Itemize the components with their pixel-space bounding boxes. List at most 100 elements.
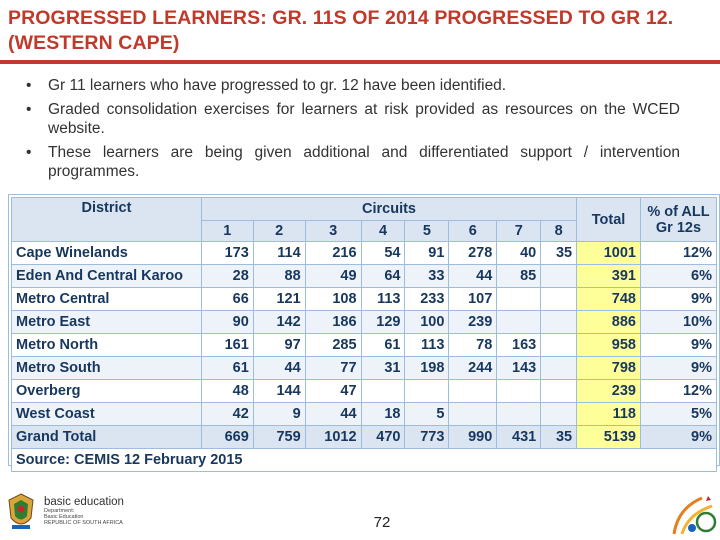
grand-pct-cell: 9% — [639, 425, 718, 449]
pct-header-line2: Gr 12s — [655, 219, 702, 236]
total-cell: 239 — [576, 379, 641, 403]
table-row: Cape Winelands 173 114 216 54 91 278 40 … — [11, 241, 718, 265]
circuit-cell — [540, 287, 578, 311]
circuit-cell: 88 — [252, 264, 306, 288]
anniversary-logo-icon — [672, 496, 717, 535]
grand-circuit-cell: 35 — [540, 425, 578, 449]
circuit-cell: 285 — [304, 333, 362, 357]
circuit-cell: 142 — [252, 310, 306, 334]
pct-cell: 12% — [639, 379, 718, 403]
circuit-number: 8 — [540, 220, 578, 242]
header-row: District Circuits Total % of ALL Gr 12s — [11, 197, 718, 242]
department-logo: basic education Department: Basic Educat… — [6, 492, 136, 536]
circuit-cell — [448, 379, 498, 403]
bullet-text: Graded consolidation exercises for learn… — [48, 101, 680, 137]
circuit-cell: 42 — [200, 402, 254, 426]
circuit-cell: 186 — [304, 310, 362, 334]
circuit-cell: 49 — [304, 264, 362, 288]
circuit-cell: 198 — [404, 356, 450, 380]
circuit-cell: 114 — [252, 241, 306, 265]
logo-main-text: basic education — [44, 496, 124, 508]
circuit-cell: 61 — [360, 333, 406, 357]
pct-cell: 12% — [639, 241, 718, 265]
grand-circuit-cell: 759 — [252, 425, 306, 449]
district-cell: Metro South — [11, 356, 202, 380]
circuit-cell: 64 — [360, 264, 406, 288]
total-cell: 798 — [576, 356, 641, 380]
circuit-cell — [540, 310, 578, 334]
circuits-table-container: District Circuits Total % of ALL Gr 12s 1… — [8, 194, 720, 472]
table-row: Metro East 90 142 186 129 100 239 886 10… — [11, 310, 718, 334]
circuit-cell: 85 — [496, 264, 542, 288]
circuit-cell: 107 — [448, 287, 498, 311]
circuit-cell: 90 — [200, 310, 254, 334]
circuit-number: 4 — [360, 220, 406, 242]
bullet-item: • Gr 11 learners who have progressed to g… — [26, 77, 507, 94]
table-row: West Coast 42 9 44 18 5 118 5% — [11, 402, 718, 426]
circuit-cell: 35 — [540, 241, 578, 265]
grand-circuit-cell: 470 — [360, 425, 406, 449]
circuit-cell — [496, 310, 542, 334]
circuit-cell: 78 — [448, 333, 498, 357]
table-row: Metro Central 66 121 108 113 233 107 748… — [11, 287, 718, 311]
logo-sub-text: Basic Education — [44, 514, 84, 520]
pct-cell: 6% — [639, 264, 718, 288]
total-header: Total — [576, 197, 641, 242]
total-cell: 886 — [576, 310, 641, 334]
circuit-cell — [540, 264, 578, 288]
total-cell: 1001 — [576, 241, 641, 265]
grand-circuit-cell: 431 — [496, 425, 542, 449]
table-row: Eden And Central Karoo 28 88 49 64 33 44… — [11, 264, 718, 288]
pct-header: % of ALL Gr 12s — [639, 197, 718, 242]
circuit-cell: 61 — [200, 356, 254, 380]
circuit-cell — [540, 333, 578, 357]
table-row: Overberg 48 144 47 239 12% — [11, 379, 718, 403]
pct-cell: 9% — [639, 356, 718, 380]
circuit-cell — [360, 379, 406, 403]
bullet-text: Gr 11 learners who have progressed to gr… — [48, 77, 507, 94]
circuit-cell: 33 — [404, 264, 450, 288]
circuit-cell: 129 — [360, 310, 406, 334]
bullet-item: • These learners are being given addition… — [26, 144, 680, 180]
circuits-header: Circuits — [200, 197, 578, 221]
table-row: Metro South 61 44 77 31 198 244 143 798 … — [11, 356, 718, 380]
total-cell: 748 — [576, 287, 641, 311]
circuit-cell: 121 — [252, 287, 306, 311]
circuit-cell: 239 — [448, 310, 498, 334]
grand-total-row: Grand Total 669 759 1012 470 773 990 431… — [11, 425, 718, 449]
pct-cell: 10% — [639, 310, 718, 334]
circuit-number: 7 — [496, 220, 542, 242]
circuit-cell: 100 — [404, 310, 450, 334]
total-cell: 958 — [576, 333, 641, 357]
circuit-cell: 244 — [448, 356, 498, 380]
circuit-cell: 108 — [304, 287, 362, 311]
logo-sub-text: REPUBLIC OF SOUTH AFRICA — [44, 520, 123, 526]
circuit-cell: 97 — [252, 333, 306, 357]
circuit-cell: 44 — [304, 402, 362, 426]
district-cell: Metro East — [11, 310, 202, 334]
logo-sub-text: Department: — [44, 508, 75, 514]
district-cell: Metro Central — [11, 287, 202, 311]
circuit-cell: 216 — [304, 241, 362, 265]
logo-text: basic education Department: Basic Educat… — [44, 496, 124, 526]
circuit-number: 5 — [404, 220, 450, 242]
pct-cell: 9% — [639, 333, 718, 357]
circuit-cell — [540, 379, 578, 403]
circuit-cell: 54 — [360, 241, 406, 265]
grand-circuit-cell: 990 — [448, 425, 498, 449]
district-cell: Eden And Central Karoo — [11, 264, 202, 288]
district-cell: Metro North — [11, 333, 202, 357]
total-cell: 118 — [576, 402, 641, 426]
grand-total-cell: 5139 — [576, 425, 641, 449]
grand-circuit-cell: 669 — [200, 425, 254, 449]
source-note: Source: CEMIS 12 February 2015 — [11, 448, 717, 472]
coat-of-arms-icon — [8, 493, 34, 529]
circuits-table: District Circuits Total % of ALL Gr 12s 1… — [11, 197, 718, 472]
circuit-cell: 173 — [200, 241, 254, 265]
circuit-cell — [448, 402, 498, 426]
district-cell: Cape Winelands — [11, 241, 202, 265]
circuit-cell: 18 — [360, 402, 406, 426]
circuit-cell: 9 — [252, 402, 306, 426]
circuit-cell: 44 — [448, 264, 498, 288]
circuit-cell — [540, 402, 578, 426]
